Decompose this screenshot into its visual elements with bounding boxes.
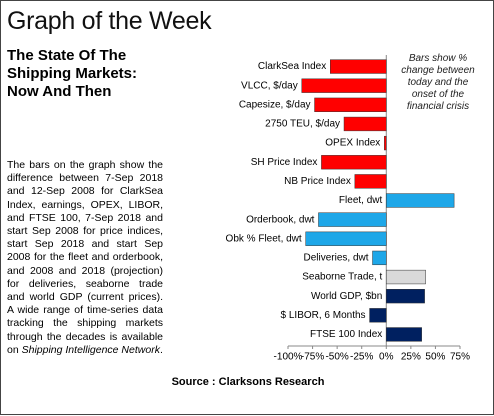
bar (354, 174, 387, 189)
product-name: Shipping Intelligence Network (21, 343, 160, 356)
bar (386, 327, 422, 342)
x-tick-label: 75% (450, 352, 470, 363)
article-body: The bars on the graph show the differenc… (7, 159, 163, 357)
category-label: Obk % Fleet, dwt (226, 233, 302, 244)
bar (369, 308, 387, 323)
category-label: VLCC, $/day (241, 80, 298, 91)
x-tick-label: -50% (325, 352, 348, 363)
bar (305, 231, 387, 246)
bar (386, 269, 426, 285)
category-label: Seaborne Trade, t (302, 272, 382, 283)
category-label: 2750 TEU, $/day (265, 119, 340, 130)
category-label: ClarkSea Index (258, 61, 326, 72)
bar (386, 193, 455, 208)
bar (384, 135, 387, 151)
x-tick-label: -25% (350, 352, 373, 363)
article-heading: The State Of The Shipping Markets: Now A… (7, 47, 138, 100)
page-title: Graph of the Week (7, 7, 212, 35)
category-label: World GDP, $bn (311, 291, 382, 302)
x-tick-label: -75% (301, 352, 324, 363)
bar (343, 116, 387, 132)
bar (321, 155, 387, 170)
category-label: Fleet, dwt (339, 195, 383, 206)
x-tick-label: 25% (401, 352, 421, 363)
bar (330, 59, 387, 74)
category-label: OPEX Index (325, 138, 380, 149)
x-tick-label: 50% (425, 352, 445, 363)
source: Source : Clarksons Research (171, 376, 325, 388)
bar (318, 212, 387, 227)
bar (314, 97, 387, 112)
x-tick-label: 0% (379, 352, 394, 363)
body-text: The bars on the graph show the differenc… (7, 159, 163, 356)
bar (301, 78, 387, 93)
category-label: SH Price Index (251, 157, 318, 168)
category-label: FTSE 100 Index (310, 329, 382, 340)
x-tick-label: -100% (274, 352, 303, 363)
category-label: Deliveries, dwt (303, 253, 368, 264)
category-label: $ LIBOR, 6 Months (281, 310, 366, 321)
bar (386, 289, 425, 304)
bar (372, 250, 387, 266)
annotation: Bars show % change between today and the… (401, 53, 475, 112)
body-end: . (159, 343, 163, 356)
category-label: Capesize, $/day (239, 99, 311, 110)
category-label: NB Price Index (284, 176, 351, 187)
category-label: Orderbook, dwt (246, 214, 315, 225)
